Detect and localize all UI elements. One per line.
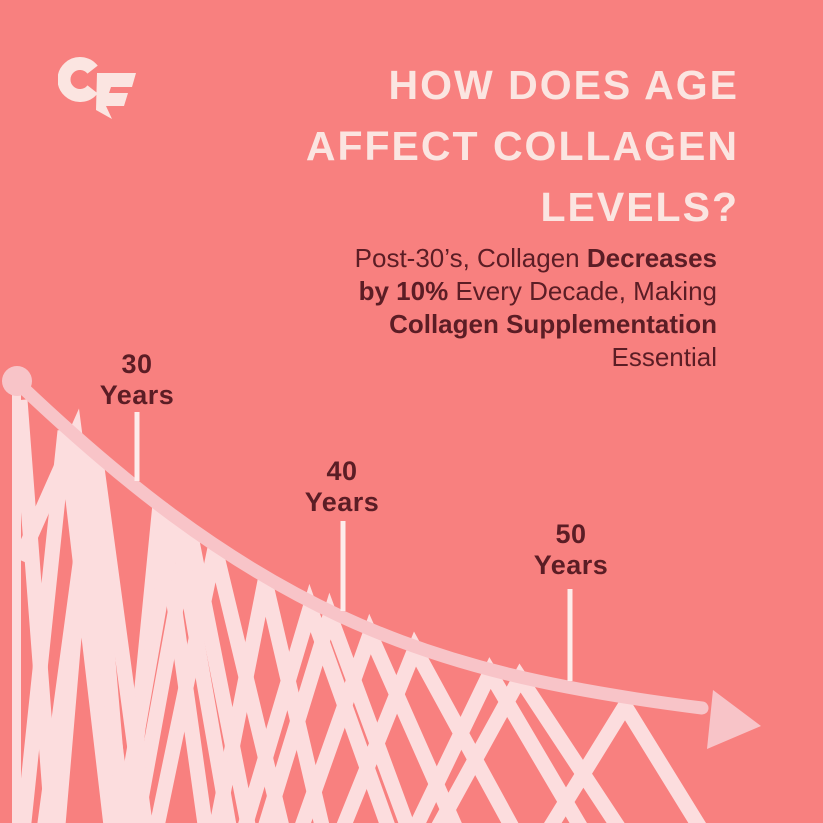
cf-logo bbox=[58, 57, 136, 119]
age-value: 50 bbox=[555, 519, 587, 549]
subtitle-segment: Post-30’s, Collagen bbox=[354, 243, 587, 273]
trend-curve bbox=[13, 378, 709, 715]
age-value: 40 bbox=[326, 456, 358, 486]
page-title: HOW DOES AGE AFFECT COLLAGEN LEVELS? bbox=[306, 55, 739, 238]
logo-letter-f bbox=[96, 73, 136, 119]
title-line-1: HOW DOES AGE bbox=[388, 62, 739, 108]
chart-label-30-years: 30 Years bbox=[100, 349, 175, 411]
subtitle-segment-bold: Collagen Supplementation bbox=[389, 309, 717, 339]
chart-label-50-years: 50 Years bbox=[534, 519, 609, 581]
subtitle-segment: Essential bbox=[611, 342, 718, 372]
logo-letter-c bbox=[58, 57, 98, 102]
age-value: 30 bbox=[121, 349, 153, 379]
title-line-3: LEVELS? bbox=[540, 184, 739, 230]
subtitle-line-3: Collagen Supplementation bbox=[247, 308, 717, 341]
age-unit: Years bbox=[304, 487, 380, 517]
zigzag-line bbox=[13, 408, 625, 823]
subtitle-segment-bold: by 10% bbox=[358, 276, 456, 306]
arrow-head-icon bbox=[707, 690, 761, 749]
subtitle-segment: Every Decade, Making bbox=[455, 276, 717, 306]
y-axis-line bbox=[12, 381, 21, 823]
age-unit: Years bbox=[99, 380, 175, 410]
chart-label-40-years: 40 Years bbox=[305, 456, 380, 518]
subtitle-line-4: Essential bbox=[247, 341, 718, 374]
subtitle-text: Post-30’s, Collagen Decreases by 10% Eve… bbox=[247, 242, 717, 374]
subtitle-line-1: Post-30’s, Collagen Decreases bbox=[247, 242, 717, 275]
title-line-2: AFFECT COLLAGEN bbox=[305, 123, 739, 169]
subtitle-line-2: by 10% Every Decade, Making bbox=[247, 275, 717, 308]
age-unit: Years bbox=[533, 550, 609, 580]
subtitle-segment-bold: Decreases bbox=[586, 243, 717, 273]
curve-start-dot bbox=[2, 366, 32, 396]
